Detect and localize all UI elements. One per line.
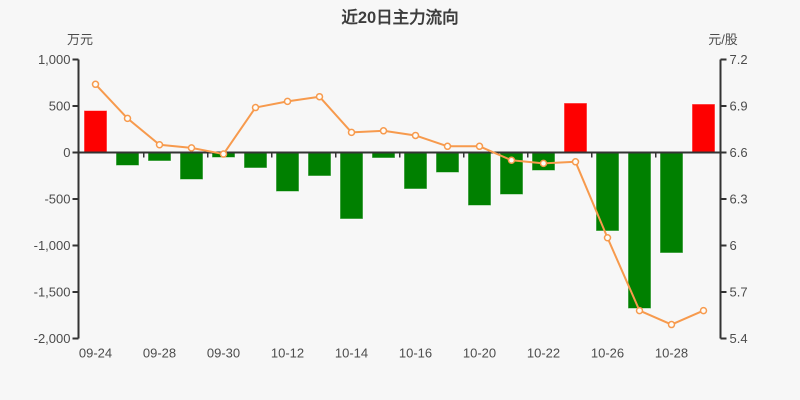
x-axis-date-label: 09-28 <box>143 346 176 361</box>
flow-bar-09-24 <box>83 110 108 153</box>
price-point-09-24 <box>91 80 100 89</box>
right-axis-tick-label: 6.6 <box>730 145 748 160</box>
price-point-10-14 <box>347 128 356 137</box>
flow-bar-09-29 <box>179 152 204 180</box>
price-point-10-21 <box>507 156 516 164</box>
right-axis-tick-label: 7.2 <box>730 52 748 67</box>
x-axis-date-label: 10-16 <box>399 346 432 361</box>
left-axis-tick-label: 500 <box>49 99 71 114</box>
left-axis-unit-label: 万元 <box>67 32 93 47</box>
price-point-10-19 <box>443 142 452 151</box>
x-axis-date-label: 10-20 <box>463 346 496 361</box>
flow-bar-10-28 <box>659 152 684 254</box>
chart-title: 近20日主力流向 <box>341 7 458 27</box>
left-axis-tick-label: -500 <box>44 192 70 207</box>
price-point-09-29 <box>187 144 196 152</box>
bars-layer <box>83 102 716 309</box>
right-axis-tick-label: 6 <box>730 238 737 253</box>
price-point-10-20 <box>475 142 484 151</box>
left-axis-tick-label: 1,000 <box>38 52 71 67</box>
right-axis-tick-label: 6.3 <box>730 192 748 207</box>
price-point-10-28 <box>667 320 676 329</box>
flow-bar-10-13 <box>307 152 332 177</box>
price-point-09-28 <box>155 141 164 149</box>
x-axis-date-label: 10-26 <box>591 346 624 361</box>
left-axis-tick-label: 0 <box>63 145 70 160</box>
tick-labels-layer: 1,000 500 0 -500 -1,000 -1,500 -2,000 7.2 6.9 6.6… <box>34 52 748 361</box>
price-point-10-09 <box>251 103 260 112</box>
x-axis-date-label: 10-12 <box>271 346 304 361</box>
price-point-10-22 <box>539 159 548 168</box>
flow-bar-10-19 <box>435 152 460 173</box>
price-point-10-26 <box>603 234 612 242</box>
right-axis-tick-label: 5.4 <box>730 331 748 346</box>
flow-bar-10-23 <box>563 102 588 153</box>
x-axis-date-label: 10-14 <box>335 346 368 361</box>
left-axis-tick-label: -1,500 <box>34 285 71 300</box>
flow-bar-10-16 <box>403 152 428 190</box>
right-axis-tick-label: 5.7 <box>730 285 748 300</box>
price-line <box>94 83 705 326</box>
price-point-10-12 <box>283 97 292 106</box>
right-axis-unit-label: 元/股 <box>708 32 738 47</box>
left-axis-tick-label: -1,000 <box>34 238 71 253</box>
right-axis-tick-label: 6.9 <box>730 99 748 114</box>
price-point-10-15 <box>379 127 388 135</box>
flow-bar-10-09 <box>243 152 268 169</box>
x-axis-date-label: 10-22 <box>527 346 560 361</box>
price-point-09-30 <box>219 150 228 158</box>
x-axis-date-label: 10-28 <box>655 346 688 361</box>
flow-bar-10-14 <box>339 152 364 220</box>
flow-bar-10-12 <box>275 152 300 193</box>
x-axis-date-label: 09-30 <box>207 346 240 361</box>
flow-bar-10-29 <box>691 103 716 153</box>
price-point-10-16 <box>411 131 420 140</box>
price-line-layer <box>91 80 708 329</box>
flow-bar-09-28 <box>147 152 172 162</box>
flow-bar-10-27 <box>627 152 652 309</box>
flow-bar-09-25 <box>115 152 140 167</box>
axes-layer <box>72 58 727 340</box>
left-axis-tick-label: -2,000 <box>34 331 71 346</box>
x-axis-date-label: 09-24 <box>79 346 112 361</box>
price-point-10-23 <box>571 158 580 166</box>
price-point-10-13 <box>315 92 324 101</box>
flow-bar-10-20 <box>467 152 492 207</box>
price-point-10-29 <box>699 306 708 315</box>
price-point-09-25 <box>123 114 132 123</box>
price-point-10-27 <box>635 306 644 315</box>
